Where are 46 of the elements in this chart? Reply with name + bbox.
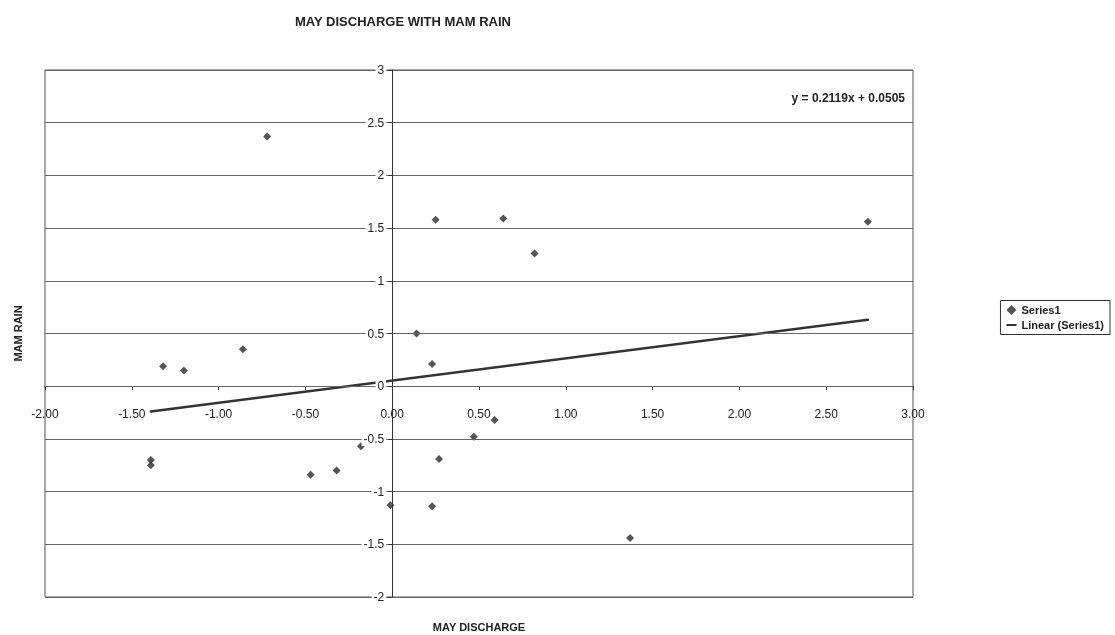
y-tick-label: 1.5 (367, 221, 385, 236)
point (863, 217, 872, 226)
point (179, 366, 188, 375)
y-tick-label: 2 (377, 168, 385, 183)
x-tick-label: 1.50 (640, 407, 665, 422)
y-tick-label: 2.5 (367, 115, 385, 130)
y-tick-label: 1 (377, 273, 385, 288)
point (490, 415, 499, 424)
x-axis-title: MAY DISCHARGE (432, 620, 526, 633)
y-tick-label: -0.5 (363, 431, 385, 446)
y-tick-label: 0 (377, 379, 385, 394)
point (431, 215, 440, 224)
point (356, 442, 365, 451)
point (626, 533, 635, 542)
annotation: y = 0.2119x + 0.0505 (791, 91, 906, 105)
point (306, 470, 315, 479)
x-tick-label: -1.00 (204, 407, 233, 422)
x-tick-label: -2.00 (31, 407, 59, 422)
point (146, 461, 155, 470)
point (435, 454, 444, 463)
x-tick-label: -0.50 (291, 407, 320, 422)
point (428, 360, 437, 369)
point (159, 362, 168, 371)
point (263, 132, 272, 141)
point (469, 432, 478, 441)
y-tick-label: 0.5 (367, 326, 385, 341)
point (146, 455, 155, 464)
x-tick-label: 3.00 (901, 407, 925, 422)
point (499, 214, 508, 223)
y-axis-title: MAM RAIN (11, 305, 24, 362)
point (428, 502, 437, 511)
point (530, 249, 539, 258)
point (238, 345, 247, 354)
y-tick-label: -1 (373, 484, 385, 499)
x-tick-label: 2.00 (727, 407, 752, 422)
y-tick-label: 3 (377, 63, 385, 77)
legend-label: Series1 (1021, 304, 1061, 316)
point (332, 466, 341, 475)
x-tick-label: 1.00 (554, 407, 578, 422)
y-tick-label: -1.5 (363, 537, 385, 552)
chart-title: MAY DISCHARGE WITH MAM RAIN (295, 14, 511, 29)
x-tick-label: 0.50 (467, 407, 491, 422)
legend-label: Linear (Series1) (1021, 319, 1105, 331)
y-tick-label: -2 (373, 590, 385, 604)
x-tick-label: 2.50 (814, 407, 839, 422)
x-tick-label: -1.50 (118, 407, 146, 422)
